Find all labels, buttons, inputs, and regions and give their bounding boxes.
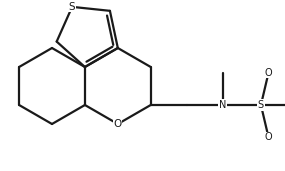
Text: O: O xyxy=(265,68,272,78)
Text: O: O xyxy=(265,132,272,142)
Text: O: O xyxy=(114,119,122,129)
Text: N: N xyxy=(219,100,227,110)
Text: S: S xyxy=(69,2,76,12)
Text: S: S xyxy=(258,100,264,110)
